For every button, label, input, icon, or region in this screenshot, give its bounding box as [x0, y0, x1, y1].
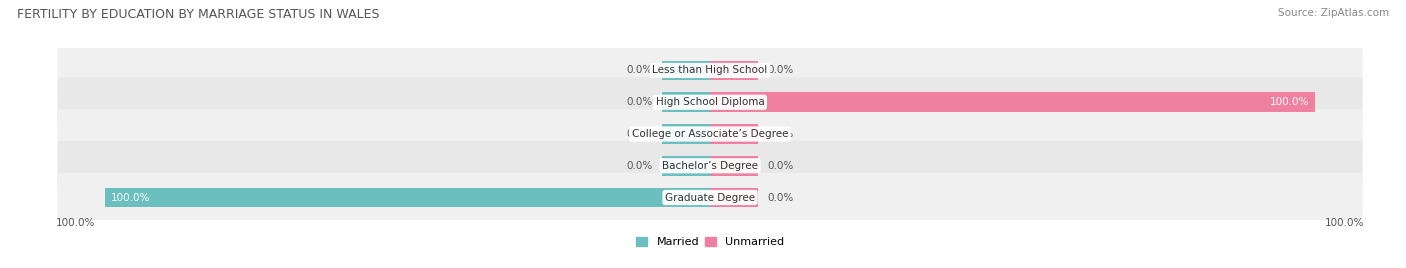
Text: Graduate Degree: Graduate Degree: [665, 192, 755, 203]
Bar: [104, 188, 710, 207]
Text: 100.0%: 100.0%: [56, 218, 96, 228]
Bar: [662, 61, 710, 80]
Text: 0.0%: 0.0%: [626, 161, 652, 171]
Bar: [662, 124, 710, 144]
Bar: [710, 156, 758, 176]
Text: 100.0%: 100.0%: [1324, 218, 1364, 228]
FancyBboxPatch shape: [58, 173, 1362, 222]
Text: Less than High School: Less than High School: [652, 65, 768, 76]
FancyBboxPatch shape: [58, 46, 1362, 95]
Text: 0.0%: 0.0%: [768, 161, 794, 171]
FancyBboxPatch shape: [58, 77, 1362, 127]
Text: 0.0%: 0.0%: [626, 97, 652, 107]
Text: 0.0%: 0.0%: [626, 65, 652, 76]
Text: 100.0%: 100.0%: [111, 192, 150, 203]
Text: 0.0%: 0.0%: [768, 65, 794, 76]
Text: High School Diploma: High School Diploma: [655, 97, 765, 107]
Text: Source: ZipAtlas.com: Source: ZipAtlas.com: [1278, 8, 1389, 18]
Legend: Married, Unmarried: Married, Unmarried: [631, 233, 789, 252]
Bar: [710, 188, 758, 207]
Bar: [710, 124, 758, 144]
FancyBboxPatch shape: [58, 109, 1362, 159]
Text: College or Associate’s Degree: College or Associate’s Degree: [631, 129, 789, 139]
Text: Bachelor’s Degree: Bachelor’s Degree: [662, 161, 758, 171]
Bar: [710, 61, 758, 80]
FancyBboxPatch shape: [58, 141, 1362, 191]
Text: FERTILITY BY EDUCATION BY MARRIAGE STATUS IN WALES: FERTILITY BY EDUCATION BY MARRIAGE STATU…: [17, 8, 380, 21]
Text: 0.0%: 0.0%: [768, 129, 794, 139]
Bar: [662, 156, 710, 176]
Bar: [710, 92, 1316, 112]
Text: 0.0%: 0.0%: [626, 129, 652, 139]
Text: 0.0%: 0.0%: [768, 192, 794, 203]
Bar: [662, 92, 710, 112]
Text: 100.0%: 100.0%: [1270, 97, 1309, 107]
